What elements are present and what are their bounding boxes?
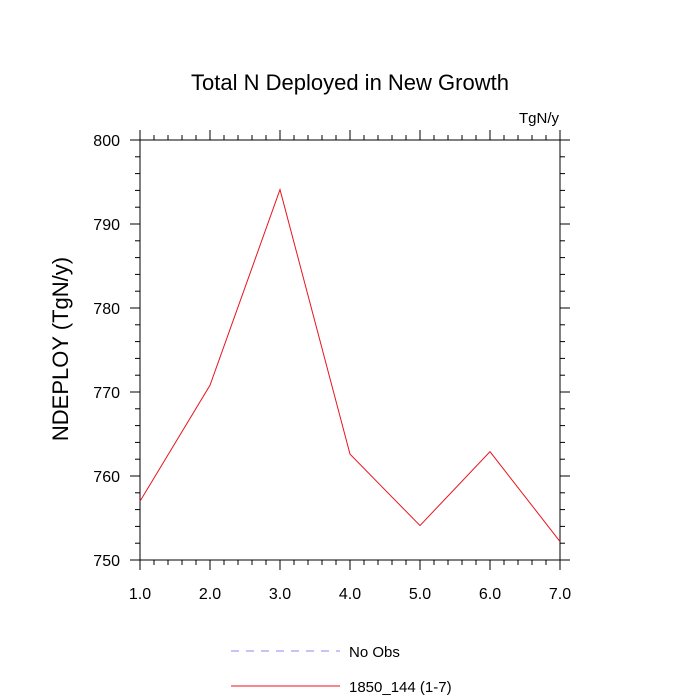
legend-label: 1850_144 (1-7) — [349, 679, 452, 696]
tick-labels: 1.0 2.0 3.0 4.0 5.0 6.0 7.0 750 760 770 780 790 800 — [93, 133, 571, 603]
y-tick-label: 770 — [93, 385, 120, 402]
chart-title: Total N Deployed in New Growth — [191, 70, 509, 95]
series-line — [139, 187, 561, 542]
x-tick-label: 6.0 — [479, 586, 501, 603]
x-tick-label: 3.0 — [269, 586, 291, 603]
y-tick-label: 800 — [93, 133, 120, 150]
y-tick-label: 750 — [93, 553, 120, 570]
series-layer — [139, 187, 561, 542]
x-tick-label: 1.0 — [129, 586, 151, 603]
x-tick-label: 2.0 — [199, 586, 221, 603]
axis-ticks — [130, 130, 570, 570]
units-label: TgN/y — [519, 110, 560, 127]
x-tick-label: 7.0 — [549, 586, 571, 603]
y-tick-label: 760 — [93, 469, 120, 486]
y-tick-label: 780 — [93, 301, 120, 318]
legend-label: No Obs — [349, 644, 400, 661]
plot-border — [139, 139, 561, 561]
legend: No Obs 1850_144 (1-7) — [231, 644, 452, 696]
axes-frame — [139, 139, 561, 561]
y-tick-label: 790 — [93, 217, 120, 234]
y-axis-label: NDEPLOY (TgN/y) — [48, 257, 73, 441]
x-tick-label: 5.0 — [409, 586, 431, 603]
x-tick-label: 4.0 — [339, 586, 361, 603]
